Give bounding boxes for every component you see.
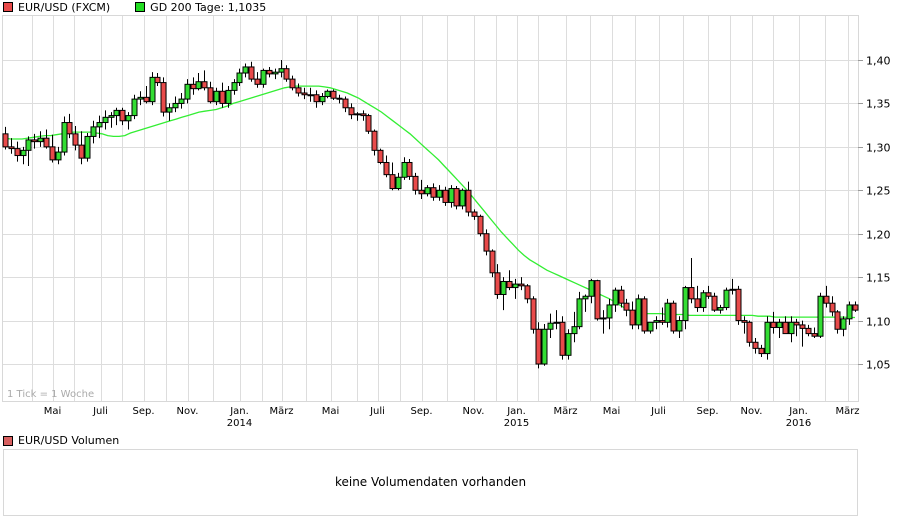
x-tick-label: Nov. xyxy=(177,406,199,417)
x-tick-label: Jan. xyxy=(506,406,526,417)
x-tick-label: März xyxy=(835,406,859,417)
chart-legend: EUR/USD (FXCM) GD 200 Tage: 1,1035 xyxy=(0,0,288,14)
x-tick-label: Mai xyxy=(322,406,340,417)
x-tick-year: 2016 xyxy=(786,418,811,429)
volume-legend: EUR/USD Volumen xyxy=(0,434,119,447)
x-tick-label: März xyxy=(269,406,293,417)
x-tick-label: Sep. xyxy=(410,406,432,417)
x-tick-label: Sep. xyxy=(132,406,154,417)
volume-empty-message: keine Volumendaten vorhanden xyxy=(334,475,527,489)
plot-area xyxy=(2,15,859,402)
x-tick-label: Sep. xyxy=(696,406,718,417)
y-axis: 1,05 1,10 1,15 1,20 1,25 1,30 1,35 1,40 xyxy=(858,55,891,372)
candlesticks xyxy=(2,60,859,369)
x-tick-label: Nov. xyxy=(741,406,763,417)
x-tick-label: Nov. xyxy=(463,406,485,417)
y-tick-label: 1,20 xyxy=(866,229,891,242)
legend-swatch-eurusd xyxy=(3,2,13,12)
x-tick-label: Jan. xyxy=(788,406,808,417)
tick-interval-note: 1 Tick = 1 Woche xyxy=(7,389,94,400)
x-tick-label: März xyxy=(553,406,577,417)
y-tick-label: 1,15 xyxy=(866,272,891,285)
x-tick-year: 2014 xyxy=(227,418,252,429)
y-tick-label: 1,30 xyxy=(866,142,891,155)
x-tick-label: Mai xyxy=(44,406,62,417)
moving-average-line xyxy=(4,85,855,319)
y-tick-label: 1,25 xyxy=(866,185,891,198)
y-tick-label: 1,40 xyxy=(866,55,891,68)
x-tick-label: Juli xyxy=(92,406,108,417)
y-tick-label: 1,35 xyxy=(866,98,891,111)
volume-label: EUR/USD Volumen xyxy=(18,434,120,447)
x-tick-label: Juli xyxy=(650,406,666,417)
legend-item-gd200: GD 200 Tage: 1,1035 xyxy=(132,0,266,14)
y-tick-label: 1,10 xyxy=(866,316,891,329)
legend-label-eurusd: EUR/USD (FXCM) xyxy=(18,0,111,14)
price-chart: 1,05 1,10 1,15 1,20 1,25 1,30 1,35 1,40 Mai Juli… xyxy=(2,15,891,429)
x-tick-label: Mai xyxy=(603,406,621,417)
x-tick-label: Juli xyxy=(369,406,385,417)
x-tick-label: Jan. xyxy=(229,406,249,417)
volume-swatch xyxy=(3,435,13,446)
volume-panel: keine Volumendaten vorhanden xyxy=(3,449,858,516)
legend-label-gd200: GD 200 Tage: 1,1035 xyxy=(150,0,267,14)
legend-item-eurusd: EUR/USD (FXCM) xyxy=(0,0,110,14)
x-tick-year: 2015 xyxy=(504,418,529,429)
gridlines xyxy=(3,16,858,401)
y-tick-label: 1,05 xyxy=(866,359,891,372)
legend-swatch-gd200 xyxy=(135,2,146,12)
